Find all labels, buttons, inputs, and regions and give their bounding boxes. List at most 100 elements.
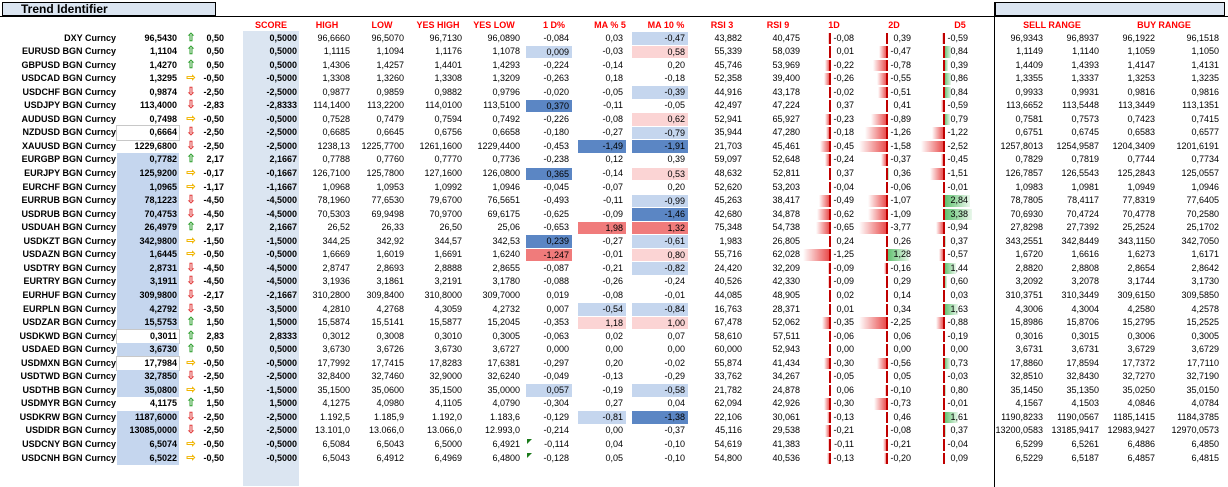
sell-range-1[interactable]: 4,3006 <box>1015 303 1043 314</box>
low-value[interactable]: 35,0600 <box>371 384 404 395</box>
ma10-pct-value[interactable]: 0,53 <box>632 167 688 180</box>
spark-1d[interactable]: -0,02 <box>802 86 856 100</box>
one-day-pct-value[interactable]: -1,247 <box>526 248 572 262</box>
last-price[interactable]: 1187,6000 <box>117 410 179 425</box>
rsi9-value[interactable]: 40,475 <box>772 32 800 43</box>
ma5-pct-value[interactable]: -0,14 <box>602 59 623 70</box>
high-value[interactable]: 4,2810 <box>322 303 350 314</box>
score-value[interactable]: -0,5000 <box>266 73 297 84</box>
header-spark-1d[interactable]: 1D <box>828 20 840 30</box>
spark-5d[interactable]: 0,73 <box>916 357 970 371</box>
yes-low-value[interactable]: 113,5100 <box>483 100 520 111</box>
score-value[interactable]: -4,5000 <box>266 208 297 219</box>
score-value[interactable]: -3,5000 <box>266 303 297 314</box>
low-value[interactable]: 1225,7700 <box>361 140 404 151</box>
rsi9-value[interactable]: 47,280 <box>772 127 800 138</box>
rsi9-value[interactable]: 54,738 <box>772 222 800 233</box>
buy-range-2[interactable]: 35,0150 <box>1186 384 1219 395</box>
sell-range-1[interactable]: 17,8860 <box>1010 357 1043 368</box>
buy-range-2[interactable]: 4,0784 <box>1191 398 1219 409</box>
yes-high-value[interactable]: 0,3010 <box>434 330 462 341</box>
last-price[interactable]: 70,4753 <box>117 207 179 222</box>
sell-range-1[interactable]: 6,5229 <box>1015 452 1043 463</box>
spark-2d[interactable]: -0,37 <box>859 153 913 167</box>
sell-range-2[interactable]: 70,4724 <box>1066 208 1099 219</box>
ma5-pct-value[interactable]: -0,08 <box>602 289 623 300</box>
buy-range-2[interactable]: 17,7110 <box>1187 357 1219 368</box>
score-value[interactable]: -2,5000 <box>266 127 297 138</box>
low-value[interactable]: 309,8400 <box>366 289 404 300</box>
yes-low-value[interactable]: 6,4800 <box>492 452 520 463</box>
ma10-pct-value[interactable]: -0,82 <box>632 262 688 275</box>
sell-range-1[interactable]: 1,3355 <box>1015 73 1043 84</box>
buy-range-2[interactable]: 2,8642 <box>1191 262 1219 273</box>
instrument-name[interactable]: USDCNH BGN Curncy <box>21 452 116 463</box>
header-yes-low[interactable]: YES LOW <box>473 20 515 30</box>
last-price[interactable]: 26,4979 <box>117 221 179 235</box>
instrument-name[interactable]: EURHUF BGN Curncy <box>22 289 116 300</box>
spark-1d[interactable]: -0,11 <box>802 438 856 452</box>
score-value[interactable]: -2,1667 <box>266 289 297 300</box>
last-price[interactable]: 0,6664 <box>116 125 180 141</box>
spark-1d[interactable]: -0,08 <box>802 32 856 46</box>
yes-high-value[interactable]: 6,5000 <box>434 439 462 449</box>
ma10-pct-value[interactable]: 0,80 <box>632 248 688 262</box>
one-day-pct-value[interactable]: -0,180 <box>543 127 569 138</box>
buy-range-1[interactable]: 25,2524 <box>1122 222 1155 233</box>
trend-change[interactable]: -2,83 <box>203 100 224 111</box>
rsi9-value[interactable]: 48,905 <box>772 289 800 300</box>
ma5-pct-value[interactable]: 0,05 <box>605 452 623 463</box>
yes-low-value[interactable]: 76,5651 <box>487 195 520 206</box>
sell-range-1[interactable]: 0,3016 <box>1015 330 1043 341</box>
yes-high-value[interactable]: 96,7130 <box>429 32 462 43</box>
instrument-name[interactable]: USDTRY BGN Curncy <box>23 262 116 273</box>
yes-low-value[interactable]: 126,0800 <box>482 168 520 178</box>
buy-range-2[interactable]: 1,4131 <box>1191 59 1219 70</box>
rsi9-value[interactable]: 41,434 <box>772 357 800 368</box>
ma10-pct-value[interactable]: -0,02 <box>664 357 685 368</box>
ma10-pct-value[interactable]: -1,38 <box>632 411 688 424</box>
ma10-pct-value[interactable]: 1,32 <box>632 221 688 235</box>
yes-high-value[interactable]: 15,5877 <box>429 317 462 328</box>
high-value[interactable]: 78,1960 <box>317 195 350 206</box>
spark-2d[interactable]: -0,16 <box>859 262 913 276</box>
spark-2d[interactable]: -1,07 <box>859 194 913 208</box>
buy-range-1[interactable]: 70,4778 <box>1122 208 1155 219</box>
rsi9-value[interactable]: 26,805 <box>772 235 800 246</box>
sell-range-2[interactable]: 4,1503 <box>1071 398 1099 409</box>
yes-low-value[interactable]: 96,0890 <box>487 32 520 43</box>
buy-range-1[interactable]: 343,1150 <box>1118 235 1155 246</box>
one-day-pct-value[interactable]: -0,129 <box>543 411 569 422</box>
yes-low-value[interactable]: 1,0946 <box>492 181 520 192</box>
one-day-pct-value[interactable]: -0,453 <box>543 140 569 151</box>
rsi9-value[interactable]: 65,927 <box>772 113 800 124</box>
rsi3-value[interactable]: 44,916 <box>714 86 742 97</box>
buy-range-2[interactable]: 0,9816 <box>1191 86 1219 97</box>
rsi3-value[interactable]: 22,106 <box>714 411 742 422</box>
sell-range-1[interactable]: 113,6652 <box>1006 100 1043 111</box>
score-value[interactable]: -0,5000 <box>266 113 297 124</box>
ma5-pct-value[interactable]: -0,19 <box>602 384 623 395</box>
low-value[interactable]: 69,9498 <box>371 208 404 219</box>
trend-change[interactable]: -2,50 <box>203 86 224 97</box>
ma10-pct-value[interactable]: 0,00 <box>667 344 685 355</box>
low-value[interactable]: 113,2200 <box>367 100 404 111</box>
buy-range-1[interactable]: 0,9816 <box>1127 86 1155 97</box>
ma10-pct-value[interactable]: -0,05 <box>664 100 685 111</box>
high-value[interactable]: 6,5043 <box>322 452 350 463</box>
sell-range-2[interactable]: 0,3015 <box>1071 330 1099 341</box>
spark-1d[interactable]: -0,09 <box>802 275 856 289</box>
one-day-pct-value[interactable]: 0,365 <box>526 167 572 180</box>
score-value[interactable]: -0,5000 <box>266 357 297 368</box>
ma5-pct-value[interactable]: -0,26 <box>602 276 623 287</box>
one-day-pct-value[interactable]: -0,084 <box>543 32 569 43</box>
last-price[interactable]: 4,2792 <box>117 302 179 317</box>
rsi3-value[interactable]: 33,762 <box>714 371 742 382</box>
instrument-name[interactable]: USDCAD BGN Curncy <box>21 73 116 84</box>
instrument-name[interactable]: USDTWD BGN Curncy <box>20 371 116 382</box>
sell-range-2[interactable]: 113,5448 <box>1062 100 1099 111</box>
score-value[interactable]: -2,8333 <box>266 100 297 111</box>
high-value[interactable]: 26,52 <box>327 222 350 233</box>
spark-1d[interactable]: -0,21 <box>802 424 856 438</box>
buy-range-1[interactable]: 77,8319 <box>1122 195 1155 206</box>
